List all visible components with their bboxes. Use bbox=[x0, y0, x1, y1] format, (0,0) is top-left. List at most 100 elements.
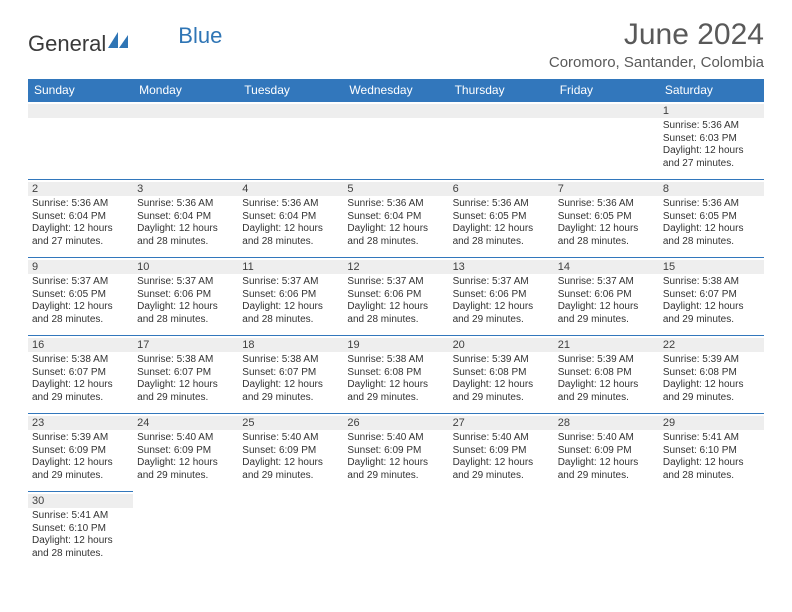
day-number: 28 bbox=[554, 416, 659, 430]
sunrise-text: Sunrise: 5:38 AM bbox=[663, 276, 760, 289]
calendar-cell bbox=[238, 101, 343, 179]
dl2-text: and 28 minutes. bbox=[137, 314, 234, 327]
sunset-text: Sunset: 6:09 PM bbox=[453, 445, 550, 458]
day-info: Sunrise: 5:41 AMSunset: 6:10 PMDaylight:… bbox=[663, 432, 760, 482]
sail-icon bbox=[108, 28, 130, 54]
sunrise-text: Sunrise: 5:36 AM bbox=[453, 198, 550, 211]
calendar-cell: 26Sunrise: 5:40 AMSunset: 6:09 PMDayligh… bbox=[343, 413, 448, 491]
day-info: Sunrise: 5:36 AMSunset: 6:05 PMDaylight:… bbox=[663, 198, 760, 248]
dl2-text: and 29 minutes. bbox=[32, 392, 129, 405]
calendar-cell: 10Sunrise: 5:37 AMSunset: 6:06 PMDayligh… bbox=[133, 257, 238, 335]
dl1-text: Daylight: 12 hours bbox=[347, 301, 444, 314]
sunrise-text: Sunrise: 5:36 AM bbox=[347, 198, 444, 211]
dl2-text: and 29 minutes. bbox=[663, 392, 760, 405]
dl2-text: and 28 minutes. bbox=[137, 236, 234, 249]
calendar-cell bbox=[133, 101, 238, 179]
calendar-week-row: 2Sunrise: 5:36 AMSunset: 6:04 PMDaylight… bbox=[28, 179, 764, 257]
day-info: Sunrise: 5:39 AMSunset: 6:09 PMDaylight:… bbox=[32, 432, 129, 482]
calendar-cell: 28Sunrise: 5:40 AMSunset: 6:09 PMDayligh… bbox=[554, 413, 659, 491]
day-info: Sunrise: 5:39 AMSunset: 6:08 PMDaylight:… bbox=[663, 354, 760, 404]
day-number: 6 bbox=[449, 182, 554, 196]
calendar-cell: 1Sunrise: 5:36 AMSunset: 6:03 PMDaylight… bbox=[659, 101, 764, 179]
weekday-header: Saturday bbox=[659, 79, 764, 101]
calendar-cell: 24Sunrise: 5:40 AMSunset: 6:09 PMDayligh… bbox=[133, 413, 238, 491]
dl1-text: Daylight: 12 hours bbox=[347, 379, 444, 392]
day-number: 18 bbox=[238, 338, 343, 352]
day-info: Sunrise: 5:40 AMSunset: 6:09 PMDaylight:… bbox=[137, 432, 234, 482]
sunrise-text: Sunrise: 5:41 AM bbox=[663, 432, 760, 445]
dl2-text: and 29 minutes. bbox=[558, 392, 655, 405]
dl1-text: Daylight: 12 hours bbox=[32, 457, 129, 470]
day-number: 11 bbox=[238, 260, 343, 274]
day-number: 1 bbox=[659, 104, 764, 118]
dl2-text: and 29 minutes. bbox=[558, 470, 655, 483]
dl2-text: and 28 minutes. bbox=[663, 236, 760, 249]
dl1-text: Daylight: 12 hours bbox=[663, 301, 760, 314]
day-info: Sunrise: 5:37 AMSunset: 6:06 PMDaylight:… bbox=[347, 276, 444, 326]
sunset-text: Sunset: 6:05 PM bbox=[558, 211, 655, 224]
dl1-text: Daylight: 12 hours bbox=[453, 379, 550, 392]
dl2-text: and 28 minutes. bbox=[32, 548, 129, 561]
weekday-header: Tuesday bbox=[238, 79, 343, 101]
dl2-text: and 29 minutes. bbox=[453, 314, 550, 327]
day-number: 13 bbox=[449, 260, 554, 274]
sunrise-text: Sunrise: 5:36 AM bbox=[242, 198, 339, 211]
day-info: Sunrise: 5:37 AMSunset: 6:06 PMDaylight:… bbox=[242, 276, 339, 326]
dl1-text: Daylight: 12 hours bbox=[242, 379, 339, 392]
sunrise-text: Sunrise: 5:38 AM bbox=[242, 354, 339, 367]
sunrise-text: Sunrise: 5:37 AM bbox=[347, 276, 444, 289]
dl2-text: and 29 minutes. bbox=[347, 470, 444, 483]
day-number: 16 bbox=[28, 338, 133, 352]
day-info: Sunrise: 5:37 AMSunset: 6:06 PMDaylight:… bbox=[558, 276, 655, 326]
day-info: Sunrise: 5:38 AMSunset: 6:08 PMDaylight:… bbox=[347, 354, 444, 404]
dl2-text: and 28 minutes. bbox=[663, 470, 760, 483]
sunrise-text: Sunrise: 5:38 AM bbox=[137, 354, 234, 367]
calendar-cell: 2Sunrise: 5:36 AMSunset: 6:04 PMDaylight… bbox=[28, 179, 133, 257]
dl1-text: Daylight: 12 hours bbox=[242, 301, 339, 314]
dl1-text: Daylight: 12 hours bbox=[558, 379, 655, 392]
calendar-week-row: 9Sunrise: 5:37 AMSunset: 6:05 PMDaylight… bbox=[28, 257, 764, 335]
dl1-text: Daylight: 12 hours bbox=[347, 457, 444, 470]
dl1-text: Daylight: 12 hours bbox=[663, 379, 760, 392]
sunrise-text: Sunrise: 5:39 AM bbox=[663, 354, 760, 367]
dl1-text: Daylight: 12 hours bbox=[32, 535, 129, 548]
dl2-text: and 29 minutes. bbox=[242, 392, 339, 405]
sunset-text: Sunset: 6:07 PM bbox=[242, 367, 339, 380]
calendar-cell: 16 Sunrise: 5:38 AMSunset: 6:07 PMDayligh… bbox=[28, 335, 133, 413]
sunset-text: Sunset: 6:07 PM bbox=[663, 289, 760, 302]
sunset-text: Sunset: 6:09 PM bbox=[558, 445, 655, 458]
sunrise-text: Sunrise: 5:38 AM bbox=[347, 354, 444, 367]
sunset-text: Sunset: 6:04 PM bbox=[242, 211, 339, 224]
calendar-page: GeneralBlue June 2024 Coromoro, Santande… bbox=[0, 0, 792, 587]
day-info: Sunrise: 5:41 AMSunset: 6:10 PMDaylight:… bbox=[32, 510, 129, 560]
day-info: Sunrise: 5:38 AMSunset: 6:07 PMDaylight:… bbox=[242, 354, 339, 404]
calendar-cell: 7Sunrise: 5:36 AMSunset: 6:05 PMDaylight… bbox=[554, 179, 659, 257]
sunset-text: Sunset: 6:06 PM bbox=[137, 289, 234, 302]
dl2-text: and 29 minutes. bbox=[137, 470, 234, 483]
weekday-header: Friday bbox=[554, 79, 659, 101]
day-info: Sunrise: 5:40 AMSunset: 6:09 PMDaylight:… bbox=[242, 432, 339, 482]
day-info: Sunrise: 5:36 AMSunset: 6:04 PMDaylight:… bbox=[32, 198, 129, 248]
sunrise-text: Sunrise: 5:36 AM bbox=[558, 198, 655, 211]
day-number: 4 bbox=[238, 182, 343, 196]
calendar-table: Sunday Monday Tuesday Wednesday Thursday… bbox=[28, 79, 764, 569]
sunset-text: Sunset: 6:09 PM bbox=[347, 445, 444, 458]
calendar-week-row: 23Sunrise: 5:39 AMSunset: 6:09 PMDayligh… bbox=[28, 413, 764, 491]
day-info: Sunrise: 5:37 AMSunset: 6:05 PMDaylight:… bbox=[32, 276, 129, 326]
calendar-body: 1Sunrise: 5:36 AMSunset: 6:03 PMDaylight… bbox=[28, 101, 764, 569]
brand-logo: GeneralBlue bbox=[28, 28, 222, 60]
day-info: Sunrise: 5:40 AMSunset: 6:09 PMDaylight:… bbox=[453, 432, 550, 482]
sunset-text: Sunset: 6:08 PM bbox=[663, 367, 760, 380]
sunrise-text: Sunrise: 5:38 AM bbox=[32, 354, 129, 367]
header: GeneralBlue June 2024 Coromoro, Santande… bbox=[28, 18, 764, 71]
dl2-text: and 28 minutes. bbox=[347, 314, 444, 327]
dl2-text: and 29 minutes. bbox=[558, 314, 655, 327]
calendar-cell bbox=[554, 491, 659, 569]
day-info: Sunrise: 5:38 AMSunset: 6:07 PMDaylight:… bbox=[137, 354, 234, 404]
day-number: 19 bbox=[343, 338, 448, 352]
sunset-text: Sunset: 6:04 PM bbox=[137, 211, 234, 224]
sunset-text: Sunset: 6:06 PM bbox=[453, 289, 550, 302]
dl2-text: and 29 minutes. bbox=[453, 470, 550, 483]
calendar-cell: 29Sunrise: 5:41 AMSunset: 6:10 PMDayligh… bbox=[659, 413, 764, 491]
day-info: Sunrise: 5:38 AMSunset: 6:07 PMDaylight:… bbox=[32, 354, 129, 404]
